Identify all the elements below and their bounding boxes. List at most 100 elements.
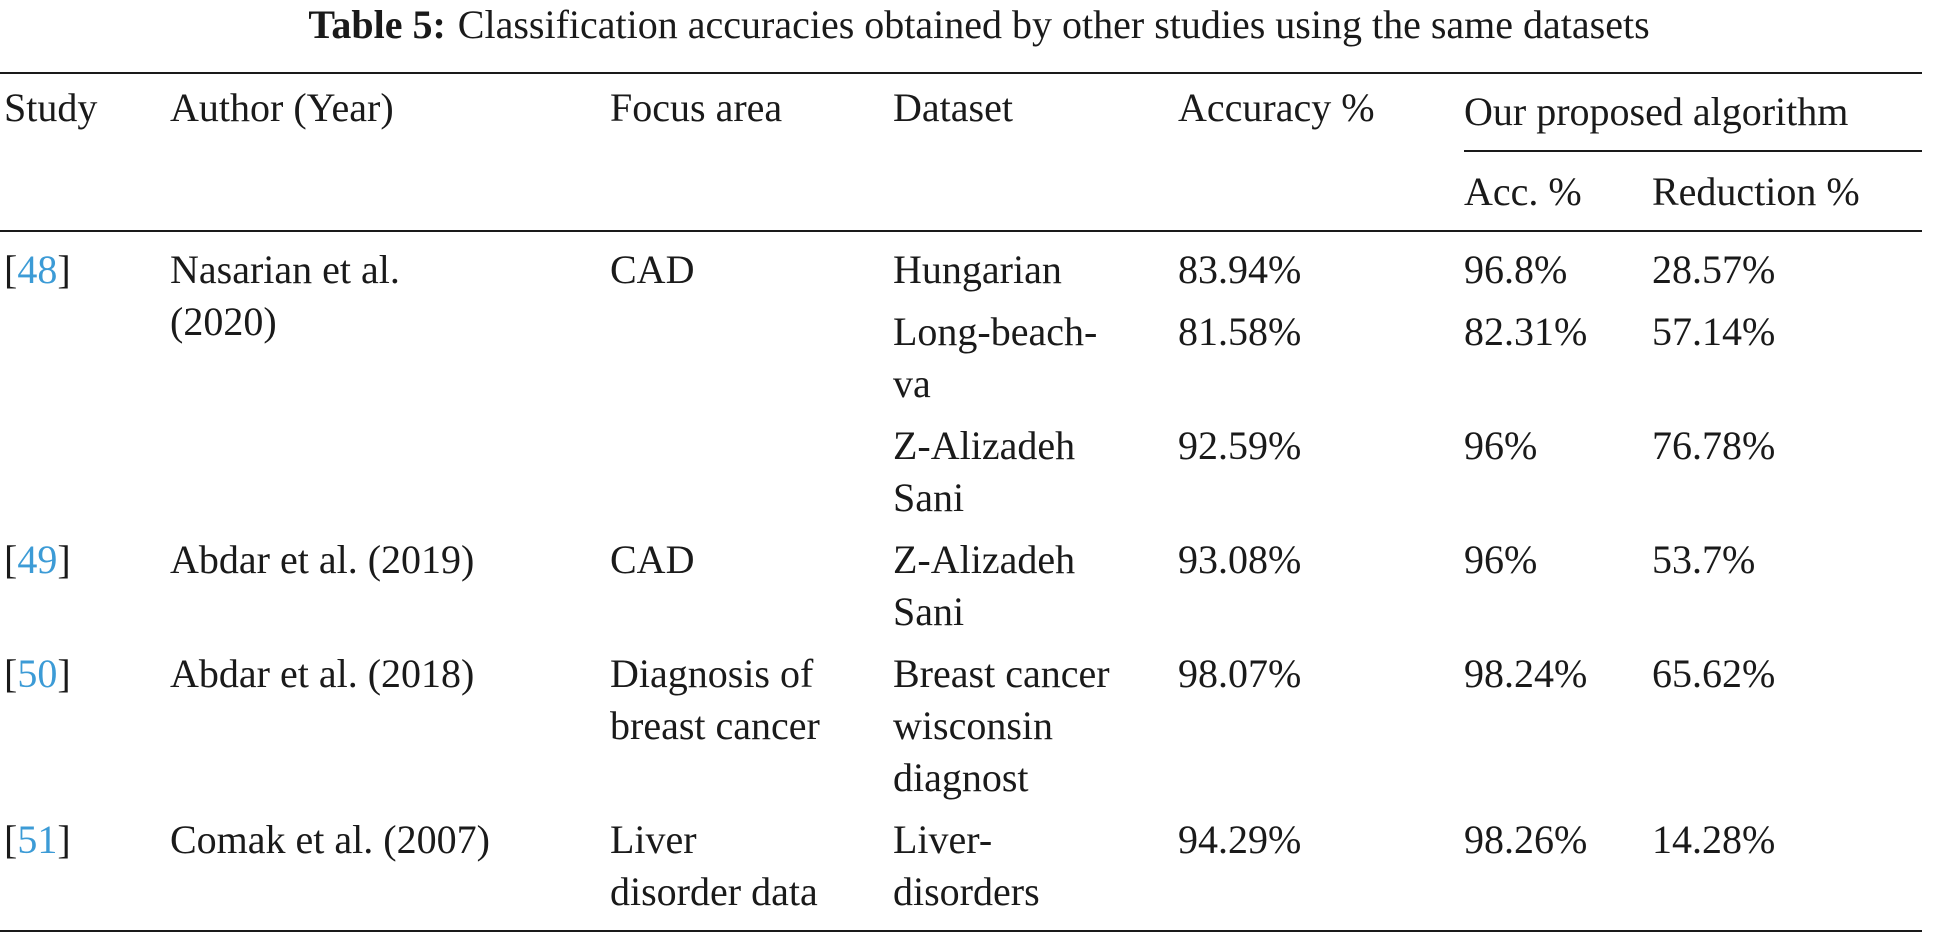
study-ref: [50] <box>4 648 71 700</box>
dataset-name: Z-Alizadeh Sani <box>893 420 1075 524</box>
header-study: Study <box>4 85 98 130</box>
accuracy-value: 98.07% <box>1178 648 1301 700</box>
caption-text: Classification accuracies obtained by ot… <box>457 2 1650 47</box>
reduction-value-line: 65.62% <box>1652 651 1776 696</box>
dataset-name: Z-Alizadeh Sani <box>893 534 1075 638</box>
proposed-acc-value: 82.31% <box>1464 306 1587 358</box>
header-dataset: Dataset <box>893 85 1013 130</box>
accuracy-value: 92.59% <box>1178 420 1301 472</box>
dataset-name-line: Sani <box>893 475 965 520</box>
proposed-acc-value: 96% <box>1464 534 1537 586</box>
proposed-acc-value-line: 98.26% <box>1464 817 1588 862</box>
study-ref: [51] <box>4 814 71 866</box>
header-acc: Acc. % <box>1464 169 1582 214</box>
focus-area-line: Diagnosis of <box>610 651 814 696</box>
proposed-acc-value: 96% <box>1464 420 1537 472</box>
caption-label: Table 5: <box>308 2 446 47</box>
author-year: Nasarian et al. (2020) <box>170 244 400 348</box>
bracket: ] <box>57 817 71 862</box>
study-ref: [49] <box>4 534 71 586</box>
bracket: [ <box>4 651 18 696</box>
focus-area-line: Liver <box>610 817 697 862</box>
reduction-value-line: 57.14% <box>1652 309 1776 354</box>
dataset-name-line: wisconsin <box>893 703 1053 748</box>
citation-link[interactable]: 50 <box>17 651 58 696</box>
accuracy-value-line: 93.08% <box>1178 537 1302 582</box>
dataset-name: Breast cancer wisconsin diagnost <box>893 648 1110 804</box>
header-accuracy: Accuracy % <box>1178 85 1375 130</box>
focus-area: Liver disorder data <box>610 814 818 918</box>
bracket: [ <box>4 817 18 862</box>
dataset-name-line: disorders <box>893 869 1040 914</box>
dataset-name-line: Sani <box>893 589 965 634</box>
dataset-name-line: diagnost <box>893 755 1029 800</box>
reduction-value-line: 76.78% <box>1652 423 1776 468</box>
focus-area: CAD <box>610 534 694 586</box>
author-year: Abdar et al. (2018) <box>170 648 474 700</box>
focus-area-line: disorder data <box>610 869 818 914</box>
accuracy-value: 93.08% <box>1178 534 1301 586</box>
reduction-value-line: 53.7% <box>1652 537 1756 582</box>
header-focus: Focus area <box>610 85 783 130</box>
dataset-name-line: Breast cancer <box>893 651 1110 696</box>
dataset-name-line: Z-Alizadeh <box>893 423 1076 468</box>
citation-link[interactable]: 51 <box>17 817 58 862</box>
header-rule <box>0 230 1922 232</box>
proposed-acc-value: 98.26% <box>1464 814 1587 866</box>
bracket: ] <box>57 247 71 292</box>
author-year: Abdar et al. (2019) <box>170 534 474 586</box>
author-year: Comak et al. (2007) <box>170 814 490 866</box>
accuracy-value-line: 98.07% <box>1178 651 1302 696</box>
top-rule <box>0 72 1922 74</box>
reduction-value: 14.28% <box>1652 814 1775 866</box>
dataset-name-line: Long-beach- <box>893 309 1098 354</box>
proposed-acc-value-line: 96.8% <box>1464 247 1568 292</box>
accuracy-value-line: 92.59% <box>1178 423 1302 468</box>
author-year-line: Abdar et al. (2018) <box>170 651 475 696</box>
bracket: [ <box>4 247 18 292</box>
focus-area-line: breast cancer <box>610 703 820 748</box>
proposed-acc-value-line: 96% <box>1464 423 1538 468</box>
accuracy-value: 81.58% <box>1178 306 1301 358</box>
header-proposed-group: Our proposed algorithm <box>1464 89 1849 134</box>
citation-link[interactable]: 49 <box>17 537 58 582</box>
dataset-name: Hungarian <box>893 244 1062 296</box>
bottom-rule <box>0 930 1922 932</box>
citation-link[interactable]: 48 <box>17 247 58 292</box>
focus-area-line: CAD <box>610 247 695 292</box>
reduction-value: 53.7% <box>1652 534 1755 586</box>
proposed-acc-value-line: 98.24% <box>1464 651 1588 696</box>
bracket: [ <box>4 537 18 582</box>
accuracy-value-line: 81.58% <box>1178 309 1302 354</box>
bracket: ] <box>57 537 71 582</box>
dataset-name: Long-beach-va <box>893 306 1097 410</box>
focus-area-line: CAD <box>610 537 695 582</box>
focus-area: CAD <box>610 244 694 296</box>
dataset-name-line: va <box>893 361 931 406</box>
dataset-name-line: Z-Alizadeh <box>893 537 1076 582</box>
reduction-value: 28.57% <box>1652 244 1775 296</box>
dataset-name-line: Liver- <box>893 817 993 862</box>
proposed-acc-value: 96.8% <box>1464 244 1567 296</box>
accuracy-value-line: 83.94% <box>1178 247 1302 292</box>
table-caption: Table 5: Classification accuracies obtain… <box>0 2 1958 48</box>
header-reduction: Reduction % <box>1652 169 1860 214</box>
author-year-line: (2020) <box>170 299 277 344</box>
accuracy-value-line: 94.29% <box>1178 817 1302 862</box>
accuracy-value: 83.94% <box>1178 244 1301 296</box>
accuracy-value: 94.29% <box>1178 814 1301 866</box>
reduction-value: 76.78% <box>1652 420 1775 472</box>
dataset-name-line: Hungarian <box>893 247 1062 292</box>
proposed-acc-value: 98.24% <box>1464 648 1587 700</box>
focus-area: Diagnosis of breast cancer <box>610 648 820 752</box>
dataset-name: Liver-disorders <box>893 814 1040 918</box>
proposed-acc-value-line: 96% <box>1464 537 1538 582</box>
bracket: ] <box>57 651 71 696</box>
study-ref: [48] <box>4 244 71 296</box>
author-year-line: Abdar et al. (2019) <box>170 537 475 582</box>
group-underline <box>1464 150 1922 152</box>
reduction-value-line: 28.57% <box>1652 247 1776 292</box>
reduction-value: 65.62% <box>1652 648 1775 700</box>
reduction-value-line: 14.28% <box>1652 817 1776 862</box>
